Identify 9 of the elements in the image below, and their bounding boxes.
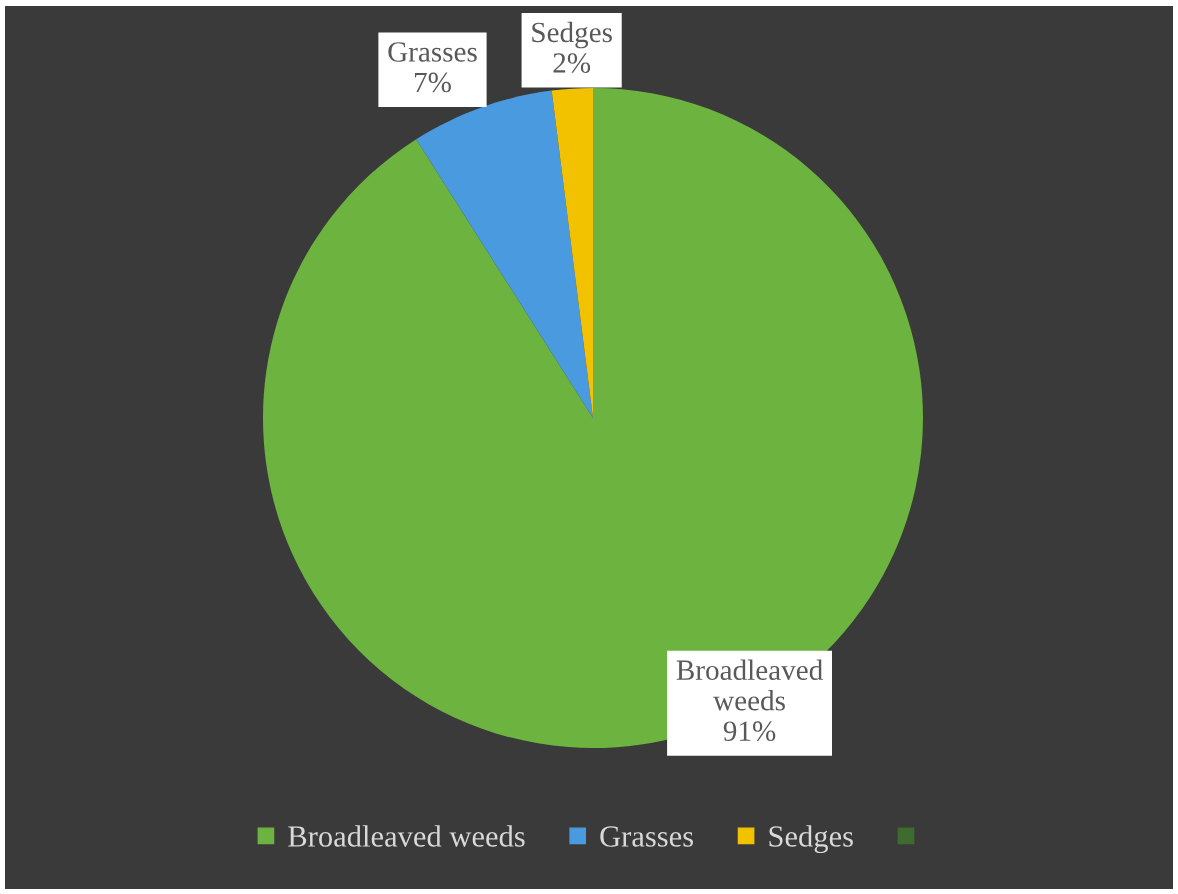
slice-label: Grasses xyxy=(388,42,477,62)
data-label: 91% xyxy=(723,721,776,742)
legend-label: Sedges xyxy=(769,825,853,854)
legend-label: Grasses xyxy=(600,826,693,847)
slice-label: Broadleaved weeds xyxy=(676,659,823,711)
slice-label: Sedges xyxy=(532,21,612,49)
legend-label: Broadleaved weeds xyxy=(288,825,525,847)
data-label: 2% xyxy=(553,53,591,73)
data-label: 7% xyxy=(414,72,451,93)
